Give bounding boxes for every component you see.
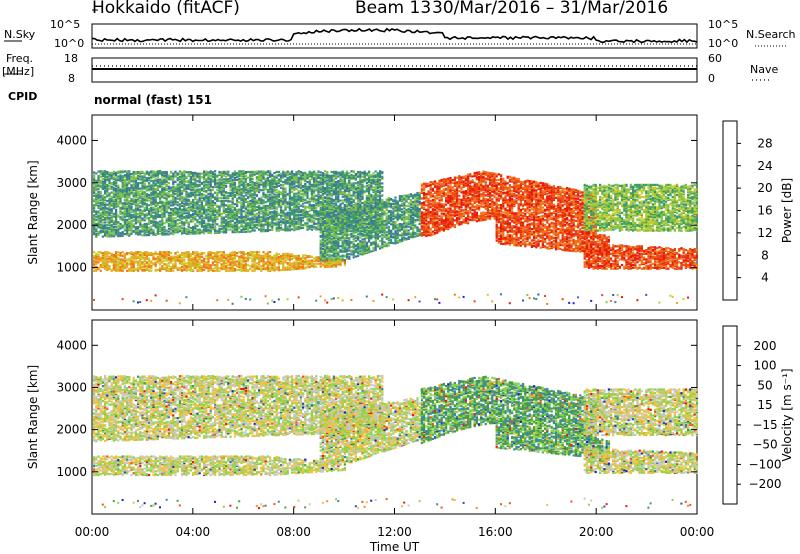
velocity-panel-cbar-label-3: 15 xyxy=(757,398,772,412)
velocity-panel-ytick-label-1: 2000 xyxy=(56,423,87,437)
velocity-panel-xtick-label-2: 08:00 xyxy=(276,525,311,539)
power-panel-cbar-label-5: 24 xyxy=(757,159,772,173)
velocity-panel-cbar-label-1: 100 xyxy=(754,359,777,373)
velocity-panel-xtick-label-4: 16:00 xyxy=(478,525,513,539)
velocity-panel-cbar-label-0: 200 xyxy=(754,339,777,353)
power-panel-cbar-label-4: 20 xyxy=(757,181,772,195)
velocity-panel-ylabel: Slant Range [km] xyxy=(26,365,40,469)
velocity-panel-xtick-label-5: 20:00 xyxy=(579,525,614,539)
velocity-panel-cbar-label-6: −100 xyxy=(749,457,782,471)
velocity-panel-xtick-label-0: 00:00 xyxy=(75,525,110,539)
power-panel-cbar-label-6: 28 xyxy=(757,136,772,150)
velocity-panel-cbar-title: Velocity [m s⁻¹] xyxy=(780,368,794,461)
nsky-line xyxy=(92,29,697,43)
velocity-panel-xtick-label-1: 04:00 xyxy=(176,525,211,539)
power-panel-cbar-label-3: 16 xyxy=(757,204,772,218)
velocity-panel-cbar-label-5: −50 xyxy=(752,438,777,452)
power-panel-colorbar-frame xyxy=(723,121,737,300)
velocity-panel-cbar-label-4: −15 xyxy=(752,418,777,432)
velocity-panel-cbar-label-2: 50 xyxy=(757,378,772,392)
velocity-panel-xtick-label-6: 00:00 xyxy=(680,525,715,539)
velocity-panel-cbar-label-7: −200 xyxy=(749,477,782,491)
velocity-panel-ytick-label-2: 3000 xyxy=(56,380,87,394)
power-panel-ytick-label-3: 4000 xyxy=(56,133,87,147)
power-panel-ytick-label-2: 3000 xyxy=(56,176,87,190)
radar-summary-plot: Hokkaido (fitACF) Beam 13 30/Mar/2016 – … xyxy=(0,0,800,554)
plot-canvas: 1000 2000 3000 4000 Slant Range [km] 4 8 12 16 20… xyxy=(0,0,800,554)
velocity-panel-xlabel: Time UT xyxy=(369,540,420,554)
power-panel-ytick-label-1: 2000 xyxy=(56,218,87,232)
velocity-panel-ytick-label-3: 4000 xyxy=(56,338,87,352)
velocity-panel-xtick-label-3: 12:00 xyxy=(377,525,412,539)
power-panel-cbar-label-0: 4 xyxy=(761,271,769,285)
power-panel-cbar-label-2: 12 xyxy=(757,226,772,240)
velocity-panel-colorbar-frame xyxy=(723,326,737,504)
power-panel-ytick-label-0: 1000 xyxy=(56,261,87,275)
velocity-panel-ytick-label-0: 1000 xyxy=(56,465,87,479)
power-panel-cbar-label-1: 8 xyxy=(761,248,769,262)
power-panel-ylabel: Slant Range [km] xyxy=(26,160,40,264)
power-panel-cbar-title: Power [dB] xyxy=(780,178,794,243)
